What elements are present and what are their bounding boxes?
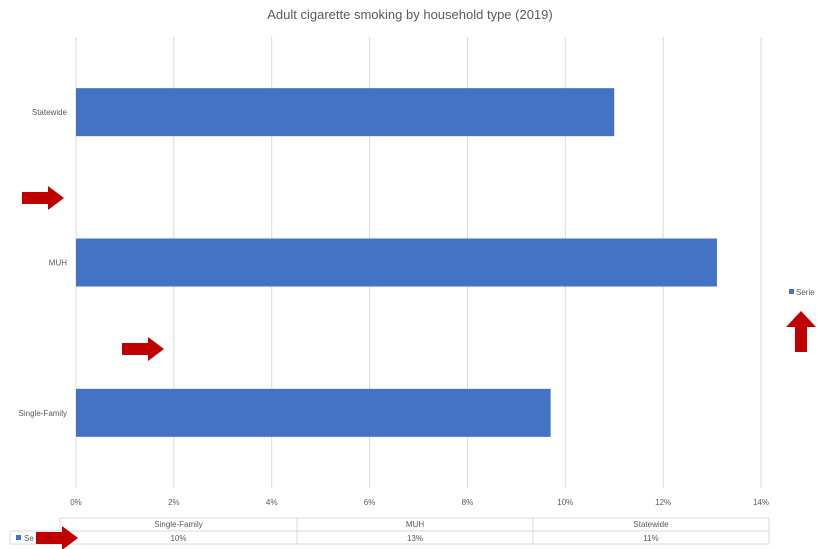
x-tick-label: 10% [557, 498, 573, 507]
annotation-arrows [22, 186, 816, 549]
bar [76, 88, 615, 137]
chart-title: Adult cigarette smoking by household typ… [267, 7, 552, 22]
x-tick-label: 12% [655, 498, 671, 507]
arrow-right-icon [36, 526, 78, 549]
data-table: Single-Family 10% MUH 13% Statewide 11% Se [9, 517, 770, 545]
table-row-label: Se [24, 534, 34, 543]
x-tick-label: 2% [168, 498, 180, 507]
table-cell: 10% [170, 534, 186, 543]
bar [76, 238, 717, 287]
arrow-right-icon [122, 337, 164, 361]
table-header: MUH [406, 520, 424, 529]
category-label: Statewide [32, 108, 68, 117]
table-header: Single-Family [154, 520, 202, 529]
bar [76, 388, 551, 437]
legend-swatch [789, 289, 794, 294]
x-tick-label: 4% [266, 498, 278, 507]
arrow-right-icon [22, 186, 64, 210]
legend: Serie [789, 288, 815, 297]
arrow-up-icon [786, 311, 816, 352]
bars [76, 88, 717, 437]
legend-label: Serie [796, 288, 815, 297]
x-tick-label: 8% [462, 498, 474, 507]
category-labels: Single-Family MUH Statewide [19, 108, 68, 418]
x-tick-label: 14% [753, 498, 769, 507]
category-label: Single-Family [19, 409, 67, 418]
x-tick-label: 0% [70, 498, 82, 507]
table-legend-swatch [16, 535, 21, 540]
category-label: MUH [49, 259, 67, 268]
x-tick-label: 6% [364, 498, 376, 507]
table-header: Statewide [633, 520, 669, 529]
x-axis-ticks: 0% 2% 4% 6% 8% 10% 12% 14% [70, 498, 769, 507]
table-cell: 13% [407, 534, 423, 543]
table-cell: 11% [643, 534, 658, 543]
